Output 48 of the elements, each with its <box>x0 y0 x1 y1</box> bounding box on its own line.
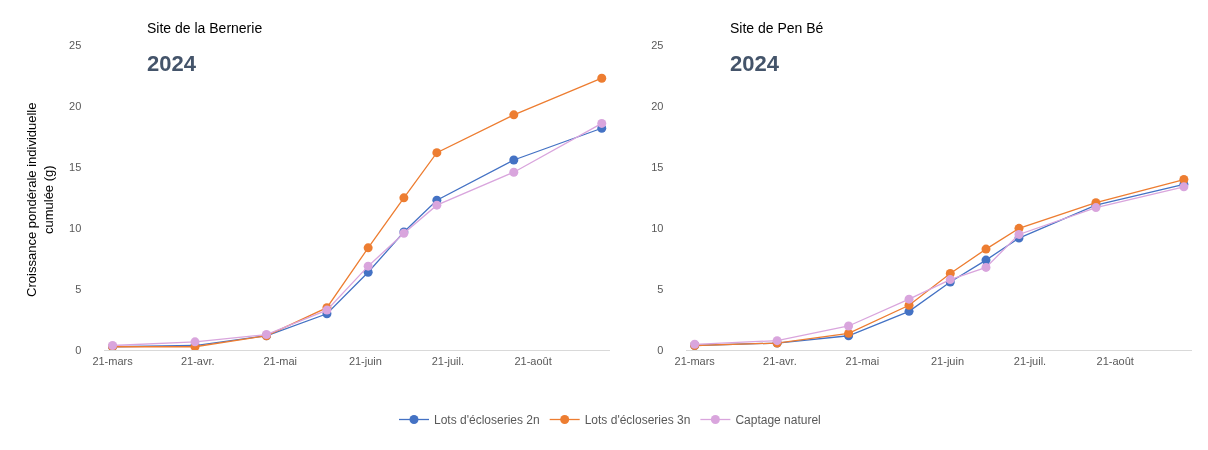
y-tick-label: 20 <box>651 100 664 113</box>
x-tick-label: 21-mars <box>92 354 134 367</box>
point <box>432 148 442 158</box>
y-tick-label: 15 <box>69 161 82 174</box>
x-tick-label: 21-août <box>1096 354 1134 367</box>
chart-subtitle: 2024 <box>730 51 780 76</box>
point <box>844 321 854 331</box>
y-tick-label: 10 <box>69 222 82 235</box>
chart-subtitle: 2024 <box>147 51 197 76</box>
y-tick-label: 25 <box>69 39 82 52</box>
y-tick-label: 5 <box>75 283 82 296</box>
y-tick-label: 5 <box>657 283 664 296</box>
x-tick-label: 21-août <box>514 354 552 367</box>
legend-label: Captage naturel <box>735 413 821 428</box>
point <box>363 261 373 271</box>
x-tick-label: 21-mars <box>674 354 716 367</box>
point <box>981 244 991 254</box>
legend-label: Lots d'écloseries 3n <box>584 413 691 428</box>
x-tick-label: 21-juil. <box>431 354 465 367</box>
y-tick-label: 25 <box>651 39 664 52</box>
x-tick-label: 21-juin <box>348 354 382 367</box>
y-tick-label: 20 <box>69 100 82 113</box>
point <box>509 110 519 120</box>
x-tick-label: 21-juil. <box>1013 354 1047 367</box>
y-tick-label: 0 <box>75 344 82 357</box>
point <box>981 262 991 272</box>
x-tick-label: 21-avr. <box>180 354 215 367</box>
y-tick-label: 15 <box>651 161 664 174</box>
x-tick-label: 21-juin <box>931 354 965 367</box>
x-tick-label: 21-avr. <box>763 354 797 367</box>
chart-title: Site de la Bernerie <box>147 20 263 36</box>
point <box>904 294 914 304</box>
legend-label: Lots d'écloseries 2n <box>434 413 540 428</box>
point <box>399 193 409 203</box>
point <box>1014 229 1024 239</box>
y-axis-title: Croissance pondérale individuelle cumulée (g) <box>24 102 56 297</box>
x-tick-label: 21-mai <box>263 354 298 367</box>
point <box>597 118 607 128</box>
point <box>190 337 200 347</box>
y-tick-label: 0 <box>657 344 664 357</box>
y-tick-label: 10 <box>651 222 664 235</box>
x-tick-label: 21-mai <box>845 354 880 367</box>
point <box>509 167 519 177</box>
point <box>432 200 442 210</box>
chart-title: Site de Pen Bé <box>730 20 824 36</box>
point <box>509 155 519 165</box>
point <box>363 243 373 253</box>
point <box>597 73 607 83</box>
